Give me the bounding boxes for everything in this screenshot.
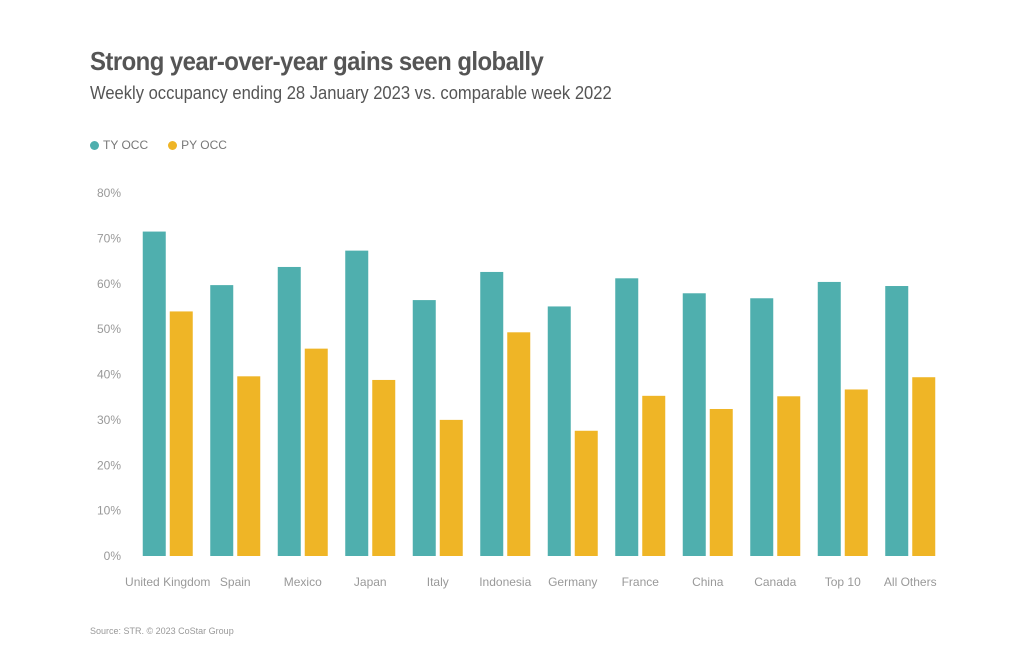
bar-ty: [817, 281, 841, 556]
bar-py: [237, 376, 261, 556]
legend-item-ty: TY OCC: [90, 138, 148, 152]
legend-label-py: PY OCC: [181, 138, 227, 152]
x-tick-label: United Kingdom: [125, 575, 210, 589]
chart-subtitle: Weekly occupancy ending 28 January 2023 …: [90, 83, 612, 103]
bar-ty: [210, 285, 234, 556]
bar-py: [912, 377, 936, 556]
bar-ty: [480, 271, 504, 556]
y-tick-label: 70%: [97, 231, 121, 245]
source-note: Source: STR. © 2023 CoStar Group: [90, 626, 234, 636]
bar-py: [844, 389, 868, 556]
x-tick-label: Spain: [220, 575, 251, 589]
bar-py: [439, 419, 463, 556]
x-tick-label: Canada: [754, 575, 796, 589]
bar-py: [169, 311, 193, 556]
x-tick-label: Top 10: [825, 575, 861, 589]
bar-py: [304, 348, 328, 556]
y-tick-label: 20%: [97, 458, 121, 472]
x-tick-label: Italy: [427, 575, 449, 589]
bar-py: [372, 379, 396, 556]
y-tick-label: 80%: [97, 186, 121, 200]
bar-ty: [412, 300, 436, 556]
x-tick-label: Germany: [548, 575, 597, 589]
legend-item-py: PY OCC: [168, 138, 227, 152]
x-tick-label: All Others: [884, 575, 937, 589]
y-tick-label: 60%: [97, 277, 121, 291]
y-tick-label: 40%: [97, 368, 121, 382]
y-tick-label: 30%: [97, 413, 121, 427]
y-tick-label: 0%: [104, 549, 122, 563]
bar-py: [709, 408, 733, 556]
bar-py: [574, 430, 598, 556]
legend-label-ty: TY OCC: [103, 138, 149, 152]
bar-ty: [682, 293, 706, 556]
legend-swatch-ty: [90, 140, 99, 150]
chart-legend: TY OCC PY OCC: [90, 138, 247, 152]
x-tick-label: France: [622, 575, 660, 589]
bar-ty: [547, 306, 571, 556]
bar-ty: [750, 298, 774, 556]
legend-swatch-py: [168, 140, 178, 150]
bar-ty: [345, 250, 369, 556]
x-tick-label: China: [692, 575, 724, 589]
bar-ty: [615, 278, 639, 556]
y-tick-label: 10%: [97, 504, 121, 518]
x-tick-label: Indonesia: [479, 575, 531, 589]
x-tick-label: Japan: [354, 575, 387, 589]
bar-py: [642, 395, 666, 556]
chart-title: Strong year-over-year gains seen globall…: [90, 46, 544, 76]
bar-py: [777, 396, 801, 556]
bar-ty: [142, 231, 166, 556]
bar-ty: [277, 266, 301, 556]
bar-py: [507, 332, 531, 556]
bar-ty: [885, 286, 909, 556]
x-tick-label: Mexico: [284, 575, 322, 589]
y-tick-label: 50%: [97, 322, 121, 336]
